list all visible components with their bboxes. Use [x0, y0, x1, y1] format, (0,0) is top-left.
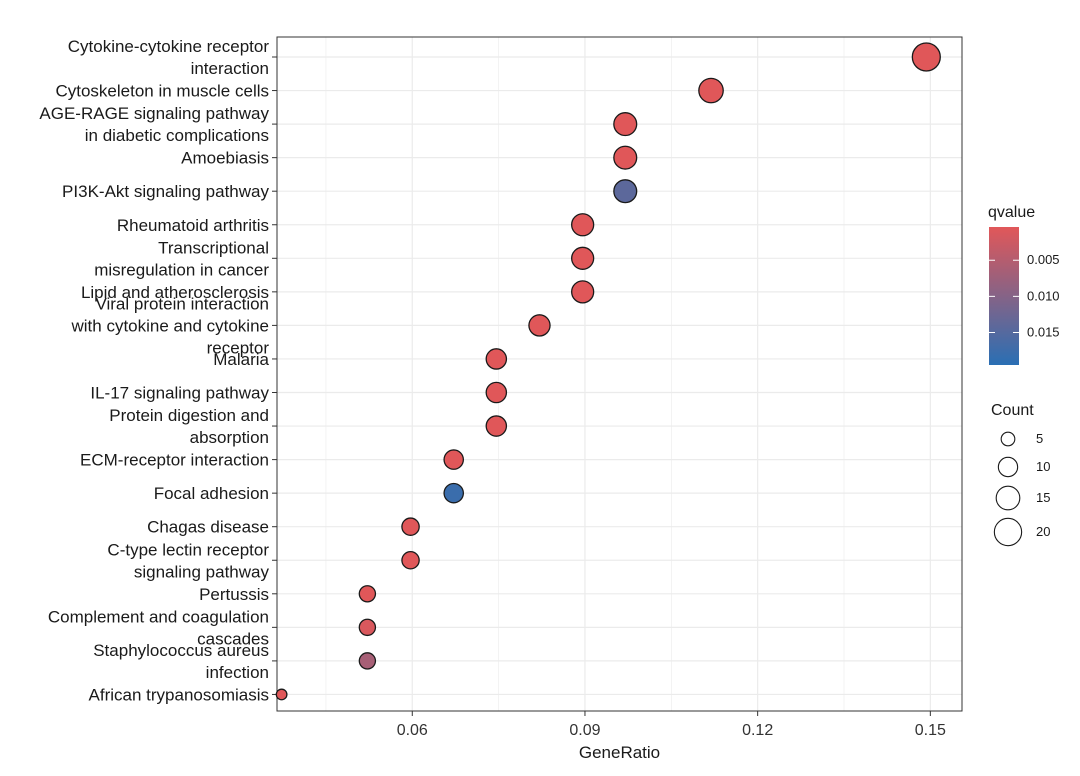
data-point	[571, 213, 595, 237]
y-tick-label: Amoebiasis	[181, 149, 269, 168]
qvalue-legend: qvalue 0.005 0.010 0.015	[988, 204, 1060, 365]
y-tick-label-line: Focal adhesion	[154, 484, 269, 503]
y-tick-label: Transcriptional misregulation in cancer	[94, 238, 269, 279]
y-tick-label: Protein digestion and absorption	[109, 406, 269, 447]
count-legend-title: Count	[991, 402, 1034, 419]
count-legend-circle	[993, 517, 1023, 547]
data-point	[275, 688, 288, 701]
y-tick-label: Rheumatoid arthritis	[117, 216, 269, 235]
y-tick-label-line: AGE-RAGE signaling pathway	[39, 104, 269, 123]
data-point	[571, 246, 595, 270]
y-tick-label-line: signaling pathway	[134, 562, 270, 581]
y-tick-label: Chagas disease	[147, 518, 269, 537]
y-tick-label: PI3K-Akt signaling pathway	[62, 182, 269, 201]
y-tick-label-line: infection	[206, 663, 269, 682]
y-tick-label-line: Viral protein interaction	[95, 294, 269, 313]
qvalue-legend-label: 0.005	[1027, 252, 1060, 267]
qvalue-legend-label: 0.015	[1027, 324, 1060, 339]
data-point	[401, 517, 420, 536]
data-point	[571, 280, 595, 304]
y-tick-label-line: Cytoskeleton in muscle cells	[55, 82, 269, 101]
y-tick-label-line: Complement and coagulation	[48, 607, 269, 626]
y-tick-label-line: African trypanosomiasis	[89, 685, 269, 704]
y-tick-label-line: C-type lectin receptor	[107, 540, 269, 559]
grid-lines	[277, 37, 962, 711]
y-tick-label-line: Staphylococcus aureus	[93, 641, 269, 660]
data-point	[485, 415, 508, 437]
y-tick-label: Cytokine-cytokine receptor interaction	[68, 37, 270, 78]
y-tick-label: African trypanosomiasis	[89, 685, 269, 704]
data-point	[911, 42, 941, 72]
y-tick-label: Focal adhesion	[154, 484, 269, 503]
y-tick-label-line: Cytokine-cytokine receptor	[68, 37, 270, 56]
y-tick-label-line: cascades	[197, 629, 269, 648]
data-point	[358, 652, 377, 670]
y-tick-label-line: Amoebiasis	[181, 149, 269, 168]
plot-panel-border	[276, 36, 963, 712]
y-tick-label-line: in diabetic complications	[85, 126, 269, 145]
data-point	[358, 585, 377, 603]
y-tick-label-line: Rheumatoid arthritis	[117, 216, 269, 235]
y-tick-label: Complement and coagulation cascades	[48, 607, 269, 648]
y-tick-label-line: PI3K-Akt signaling pathway	[62, 182, 269, 201]
data-point	[485, 381, 508, 404]
data-point	[613, 179, 638, 204]
x-tick-label: 0.06	[397, 722, 428, 739]
data-point	[528, 314, 551, 337]
count-legend-label: 5	[1036, 431, 1043, 446]
y-tick-label: Malaria	[213, 350, 269, 369]
y-tick-label-line: Lipid and atherosclerosis	[81, 283, 269, 302]
y-tick-label: Lipid and atherosclerosis	[81, 283, 269, 302]
y-tick-label: Pertussis	[199, 585, 269, 604]
x-tick-label: 0.09	[569, 722, 600, 739]
x-axis-title: GeneRatio	[579, 743, 660, 762]
qvalue-legend-title: qvalue	[988, 204, 1035, 221]
data-point	[401, 550, 420, 570]
x-tick-label: 0.12	[742, 722, 773, 739]
count-legend-circle	[995, 485, 1021, 511]
y-tick-label: ECM-receptor interaction	[80, 451, 269, 470]
data-point	[443, 482, 465, 504]
count-legend-circle	[1000, 431, 1016, 447]
y-tick-label: Cytoskeleton in muscle cells	[55, 82, 269, 101]
qvalue-legend-label: 0.010	[1027, 288, 1060, 303]
y-tick-label: Viral protein interaction with cytokine a…	[71, 294, 270, 357]
y-tick-label-line: Transcriptional	[158, 238, 269, 257]
data-points	[275, 42, 941, 701]
y-tick-label-line: IL-17 signaling pathway	[90, 384, 269, 403]
y-tick-label-line: absorption	[190, 428, 269, 447]
y-tick-label-line: Protein digestion and	[109, 406, 269, 425]
y-tick-label-line: Chagas disease	[147, 518, 269, 537]
y-tick-label: C-type lectin receptor signaling pathway	[107, 540, 269, 581]
x-axis: 0.06 0.09 0.12 0.15	[397, 711, 946, 739]
y-tick-label-line: misregulation in cancer	[94, 260, 269, 279]
data-point	[443, 449, 465, 470]
y-tick-label-line: interaction	[191, 59, 269, 78]
count-legend-label: 10	[1036, 459, 1050, 474]
count-legend: Count 5 10 15 20	[991, 402, 1050, 547]
data-point	[613, 112, 638, 137]
count-legend-label: 20	[1036, 524, 1050, 539]
count-legend-circle	[997, 456, 1019, 478]
count-legend-label: 15	[1036, 490, 1050, 505]
data-point	[485, 348, 508, 370]
x-tick-label: 0.15	[915, 722, 946, 739]
y-tick-label-line: Malaria	[213, 350, 269, 369]
y-tick-label: Staphylococcus aureus infection	[93, 641, 269, 682]
y-tick-label-line: with cytokine and cytokine	[71, 316, 270, 335]
y-tick-label-line: ECM-receptor interaction	[80, 451, 269, 470]
y-tick-label-line: Pertussis	[199, 585, 269, 604]
y-axis: Cytokine-cytokine receptor interactionCyt…	[39, 37, 277, 704]
y-tick-label-line: receptor	[207, 338, 270, 357]
data-point	[358, 618, 377, 637]
data-point	[698, 77, 724, 104]
data-point	[613, 145, 638, 170]
y-tick-label: IL-17 signaling pathway	[90, 384, 269, 403]
y-tick-label: AGE-RAGE signaling pathway in diabetic co…	[39, 104, 269, 145]
